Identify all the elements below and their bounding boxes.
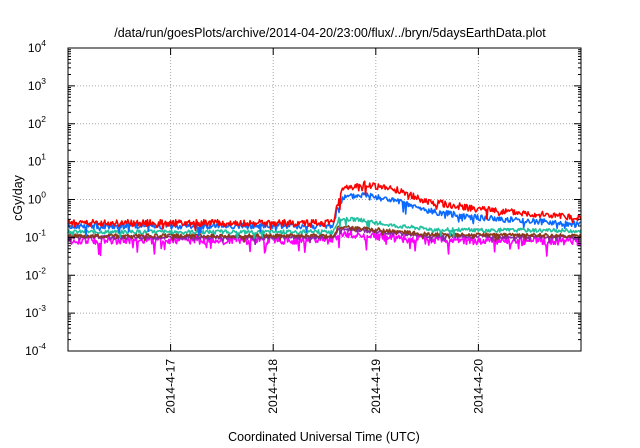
x-tick-label: 2014-4-20	[471, 359, 485, 414]
y-tick-label: 104	[28, 38, 46, 55]
x-tick-label: 2014-4-18	[266, 359, 280, 414]
y-axis-label: cGy/day	[11, 174, 25, 221]
y-tick-label: 10-3	[25, 303, 46, 320]
x-tick-label: 2014-4-19	[369, 359, 383, 414]
y-tick-label: 10-2	[25, 265, 46, 282]
data-series-line	[67, 216, 582, 240]
series-group	[67, 180, 582, 257]
x-axis-label: Coordinated Universal Time (UTC)	[228, 430, 420, 444]
y-tick-label: 10-4	[25, 341, 46, 358]
x-tick-label: 2014-4-17	[164, 359, 178, 414]
data-series-line	[67, 180, 582, 232]
plot-frame	[67, 47, 582, 352]
y-tick-label: 10-1	[25, 227, 46, 244]
data-series-line	[67, 225, 582, 243]
y-tick-label: 102	[28, 114, 46, 131]
y-tick-label: 103	[28, 76, 46, 93]
chart-title: /data/run/goesPlots/archive/2014-04-20/2…	[114, 26, 546, 40]
y-tick-label: 101	[28, 152, 46, 169]
y-axis: 10-4 10-3 10-2 10-1 100 101 102 103 104	[25, 38, 581, 358]
y-tick-label: 100	[28, 190, 46, 207]
grid	[68, 48, 581, 351]
x-axis: 2014-4-17 2014-4-18 2014-4-19 2014-4-20	[164, 48, 485, 414]
